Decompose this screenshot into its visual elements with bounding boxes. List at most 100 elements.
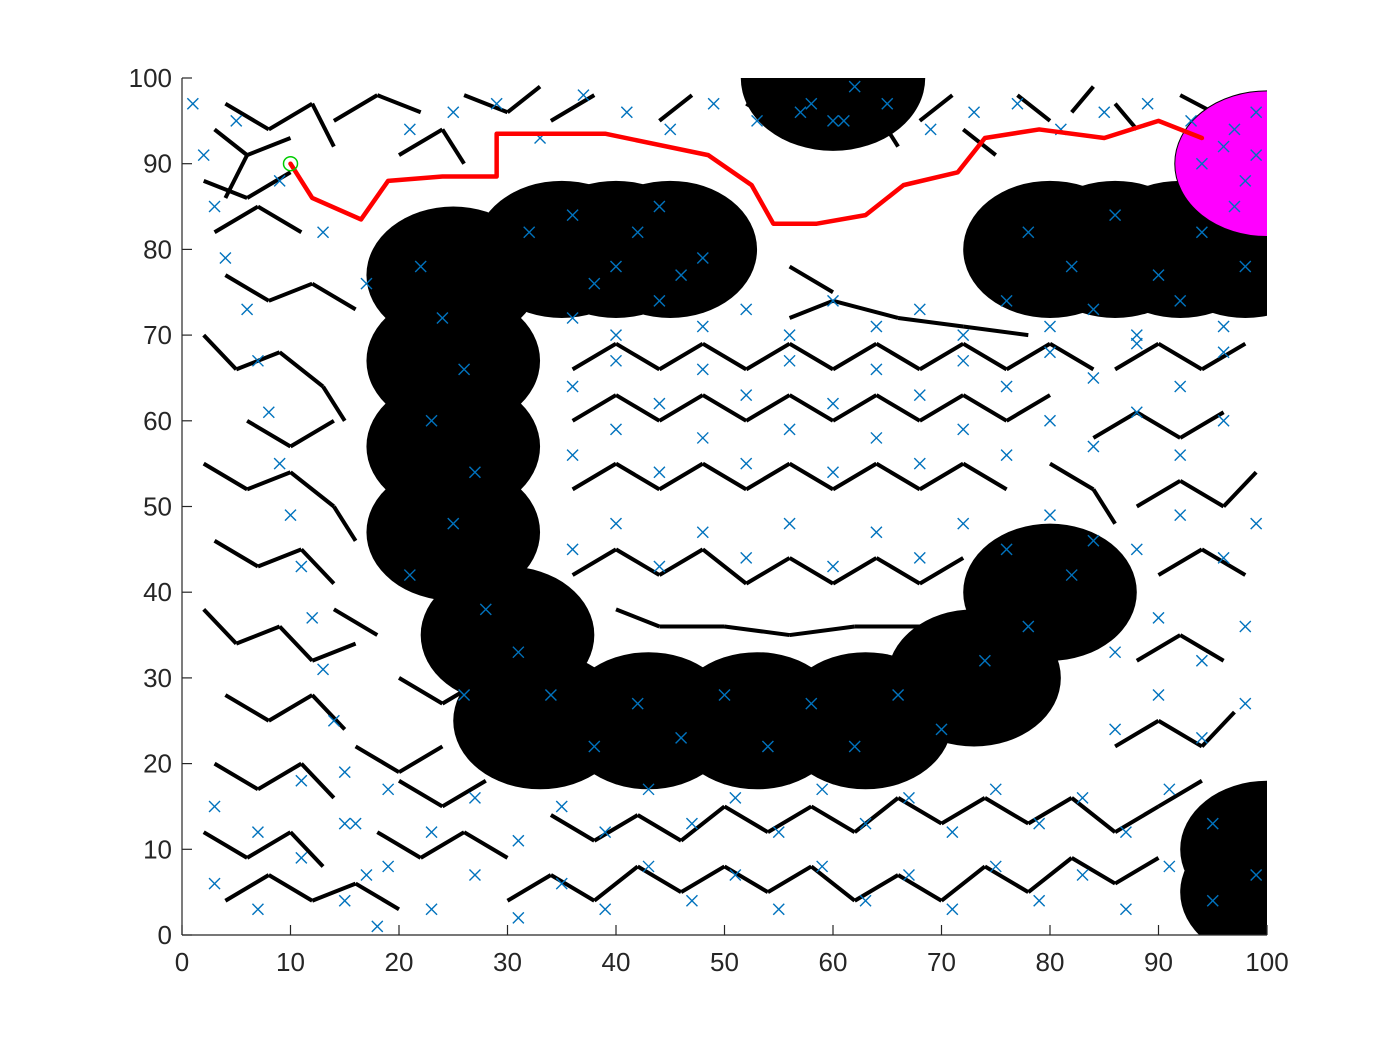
sample-point bbox=[1119, 903, 1132, 916]
sample-point bbox=[957, 423, 970, 436]
tree-edge bbox=[658, 93, 694, 123]
sample-point bbox=[219, 251, 232, 264]
sample-point bbox=[816, 860, 829, 873]
tree-edge bbox=[614, 341, 661, 372]
tree-edge bbox=[810, 804, 856, 834]
tree-edge bbox=[918, 461, 965, 492]
sample-point bbox=[1109, 646, 1122, 659]
tree-edge bbox=[441, 779, 487, 809]
tree-edge bbox=[224, 273, 270, 303]
sample-point bbox=[729, 869, 742, 882]
tree-edge bbox=[213, 204, 259, 234]
sample-point bbox=[696, 251, 709, 264]
sample-point bbox=[1185, 114, 1198, 127]
tree-edge bbox=[1114, 719, 1160, 749]
sample-point bbox=[1195, 226, 1208, 239]
sample-point bbox=[208, 877, 221, 890]
sample-point bbox=[783, 423, 796, 436]
sample-point bbox=[1087, 371, 1100, 384]
sample-point bbox=[924, 123, 937, 136]
sample-point bbox=[848, 740, 861, 753]
tree-edge bbox=[213, 761, 259, 792]
tree-edge bbox=[1092, 410, 1138, 440]
sample-point bbox=[468, 791, 481, 804]
tree-edge bbox=[658, 393, 704, 423]
tree-edge bbox=[440, 128, 466, 165]
goal-circle bbox=[1174, 90, 1267, 238]
sample-point bbox=[1000, 380, 1013, 393]
sample-point bbox=[870, 431, 883, 444]
sample-point bbox=[566, 311, 579, 324]
sample-point bbox=[208, 800, 221, 813]
sample-point bbox=[837, 114, 850, 127]
tree-edge bbox=[658, 341, 704, 372]
tree-edge bbox=[332, 93, 379, 123]
sample-point bbox=[555, 877, 568, 890]
sample-point bbox=[1076, 791, 1089, 804]
tree-edge bbox=[680, 864, 726, 894]
tree-edge bbox=[246, 136, 292, 157]
obstacle-circle bbox=[366, 463, 541, 601]
sample-point bbox=[458, 363, 471, 376]
sample-point bbox=[1195, 654, 1208, 667]
tree-edge bbox=[723, 804, 769, 834]
tree-edge bbox=[246, 470, 292, 492]
sample-point bbox=[1250, 106, 1263, 119]
sample-point bbox=[273, 457, 286, 470]
tree-edge bbox=[213, 539, 259, 569]
sample-point bbox=[458, 689, 471, 702]
sample-point bbox=[1217, 320, 1230, 333]
sample-point bbox=[1109, 723, 1122, 736]
sample-point bbox=[696, 363, 709, 376]
tree-edge bbox=[940, 796, 986, 826]
tree-edge bbox=[267, 873, 314, 903]
sample-point bbox=[1087, 534, 1100, 547]
tree-edge bbox=[1200, 710, 1236, 748]
path-line bbox=[288, 118, 1205, 226]
tree-edge bbox=[1200, 547, 1247, 577]
tree-edge bbox=[788, 264, 835, 294]
tree-edge bbox=[1114, 856, 1160, 886]
sample-point bbox=[1044, 509, 1056, 522]
tree-edge bbox=[571, 547, 618, 577]
sample-point bbox=[751, 114, 764, 127]
sample-point bbox=[1174, 294, 1187, 307]
tree-edge bbox=[354, 744, 401, 774]
x-tick-label: 10 bbox=[276, 947, 305, 977]
sample-point bbox=[653, 397, 666, 410]
tree-edge bbox=[1070, 796, 1117, 834]
tree-edge bbox=[224, 693, 270, 723]
sample-point bbox=[1195, 157, 1208, 170]
tree-edge bbox=[831, 341, 878, 372]
tree-edge bbox=[257, 547, 303, 569]
tree-edge bbox=[463, 830, 509, 860]
tree-edge bbox=[1135, 479, 1182, 509]
x-ticks: 0 10 20 30 40 50 60 70 80 90 100 bbox=[175, 925, 1289, 977]
tree-edge bbox=[1048, 461, 1095, 492]
tree-edge bbox=[289, 419, 335, 449]
tree-edge bbox=[1157, 719, 1203, 749]
tree-edge bbox=[1157, 341, 1203, 372]
tree-edge bbox=[246, 419, 292, 449]
sample-point bbox=[1076, 869, 1089, 882]
obstacle-circle bbox=[963, 523, 1137, 661]
tree-edge bbox=[614, 393, 661, 423]
sample-point bbox=[805, 97, 818, 110]
sample-point bbox=[1033, 817, 1046, 830]
x-tick-label: 30 bbox=[493, 947, 522, 977]
sample-point bbox=[1217, 140, 1230, 153]
sample-point bbox=[1152, 689, 1165, 702]
sample-point bbox=[490, 97, 503, 110]
sample-point bbox=[479, 603, 492, 616]
tree-edge bbox=[397, 127, 444, 157]
y-tick-label: 100 bbox=[129, 63, 172, 93]
tree-edge bbox=[202, 178, 248, 200]
sample-point bbox=[414, 260, 427, 273]
sample-point bbox=[1239, 260, 1252, 273]
sample-point bbox=[761, 740, 774, 753]
tree-edge bbox=[788, 393, 835, 423]
tree-edge bbox=[1113, 102, 1139, 131]
tree-edge bbox=[962, 461, 1008, 492]
tree-edge bbox=[701, 341, 748, 372]
